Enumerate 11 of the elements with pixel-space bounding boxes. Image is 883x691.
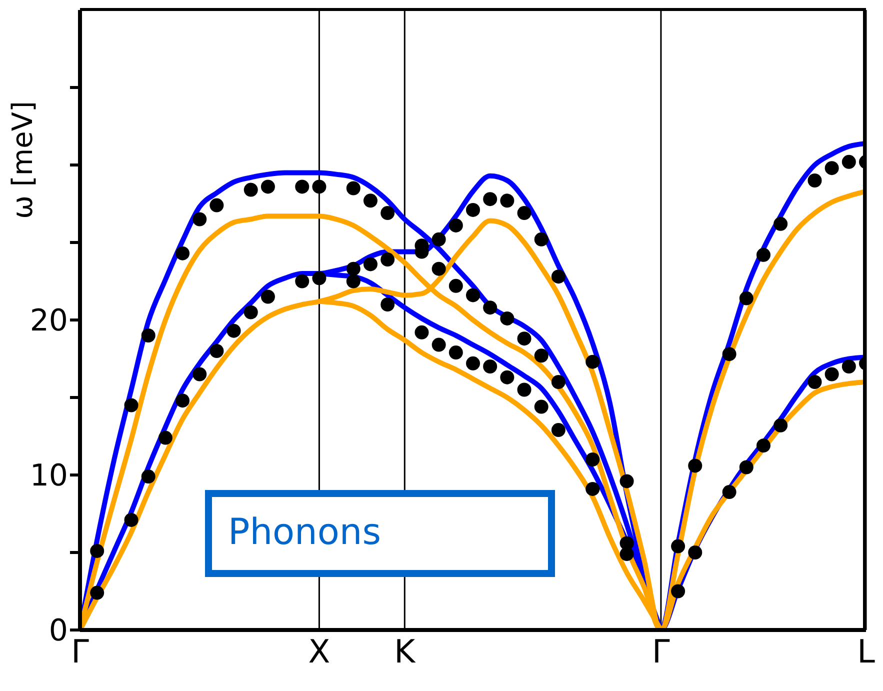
y-tick-label: 0 [48,614,68,649]
x-tick-label: L [857,632,876,671]
x-tick-label: K [394,632,416,671]
x-tick-label: Γ [652,632,670,671]
x-tick-label: X [308,632,330,671]
y-axis-title: ω [meV] [6,101,39,219]
y-tick-label: 20 [30,304,68,339]
x-tick-label: Γ [71,632,90,671]
annotation: Phonons [228,511,381,555]
label-box: Phonons [205,490,555,577]
y-tick-label: 10 [30,458,68,494]
